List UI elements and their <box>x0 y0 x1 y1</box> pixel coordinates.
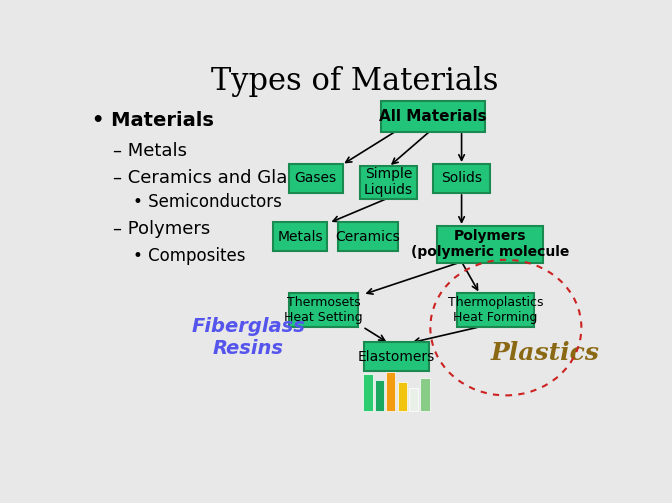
Text: Simple
Liquids: Simple Liquids <box>364 167 413 198</box>
FancyBboxPatch shape <box>381 101 485 132</box>
Bar <box>398 382 407 411</box>
FancyBboxPatch shape <box>364 343 429 371</box>
Text: – Polymers: – Polymers <box>113 220 210 238</box>
Text: Types of Materials: Types of Materials <box>211 66 499 97</box>
FancyBboxPatch shape <box>273 222 327 251</box>
Text: Elastomers: Elastomers <box>358 350 435 364</box>
Bar <box>374 380 384 411</box>
Text: • Materials: • Materials <box>92 111 214 130</box>
Bar <box>386 372 395 411</box>
Text: All Materials: All Materials <box>379 109 487 124</box>
Text: Solids: Solids <box>441 172 482 186</box>
Text: Plastics: Plastics <box>491 341 599 365</box>
Bar <box>409 388 419 411</box>
FancyBboxPatch shape <box>457 293 534 327</box>
Text: – Metals: – Metals <box>113 142 187 160</box>
Text: Fiberglass
Resins: Fiberglass Resins <box>191 317 305 358</box>
Text: • Semiconductors: • Semiconductors <box>134 193 282 211</box>
Bar <box>421 378 430 411</box>
FancyBboxPatch shape <box>433 164 490 193</box>
Text: Thermosets
Heat Setting: Thermosets Heat Setting <box>284 296 363 324</box>
FancyBboxPatch shape <box>289 164 343 193</box>
Text: Polymers
(polymeric molecule: Polymers (polymeric molecule <box>411 229 569 260</box>
Bar <box>363 374 372 411</box>
Text: • Composites: • Composites <box>134 247 246 265</box>
FancyBboxPatch shape <box>437 226 544 263</box>
Text: Metals: Metals <box>278 229 323 243</box>
FancyBboxPatch shape <box>289 293 358 327</box>
FancyBboxPatch shape <box>360 166 417 199</box>
FancyBboxPatch shape <box>338 222 398 251</box>
Text: Gases: Gases <box>295 172 337 186</box>
Text: Thermoplastics
Heat Forming: Thermoplastics Heat Forming <box>448 296 543 324</box>
Text: Ceramics: Ceramics <box>335 229 401 243</box>
Text: – Ceramics and Glasses: – Ceramics and Glasses <box>113 170 327 188</box>
